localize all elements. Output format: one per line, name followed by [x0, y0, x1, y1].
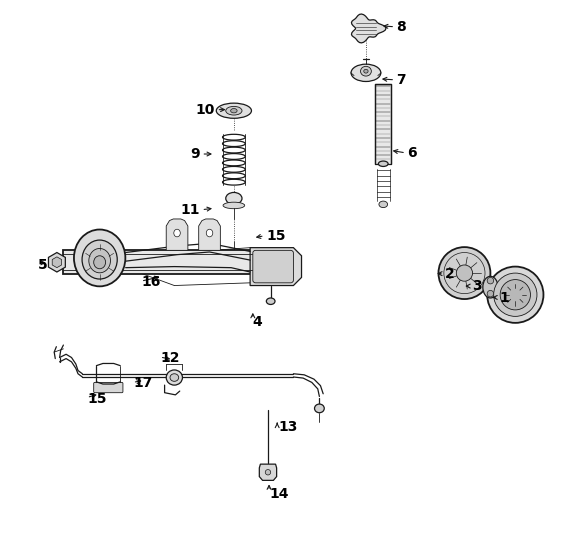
Text: 9: 9	[191, 147, 200, 161]
Polygon shape	[199, 219, 221, 250]
Text: 12: 12	[161, 350, 180, 364]
Text: 8: 8	[396, 20, 406, 34]
Circle shape	[487, 277, 494, 284]
Polygon shape	[63, 250, 275, 274]
Polygon shape	[48, 252, 65, 272]
Ellipse shape	[94, 256, 105, 269]
Text: 16: 16	[142, 275, 161, 289]
Polygon shape	[52, 257, 62, 268]
Circle shape	[438, 247, 490, 299]
Text: 10: 10	[196, 103, 215, 116]
Polygon shape	[250, 248, 301, 286]
Text: 11: 11	[181, 203, 200, 217]
Polygon shape	[351, 14, 386, 43]
Ellipse shape	[89, 249, 111, 273]
Text: 6: 6	[407, 146, 416, 160]
Ellipse shape	[82, 240, 118, 279]
Ellipse shape	[223, 202, 245, 209]
Circle shape	[494, 273, 537, 317]
Ellipse shape	[226, 107, 242, 115]
Text: 14: 14	[269, 487, 289, 501]
Ellipse shape	[266, 469, 271, 475]
Text: 13: 13	[278, 421, 298, 434]
Ellipse shape	[206, 229, 213, 237]
Ellipse shape	[314, 404, 324, 413]
Text: 15: 15	[88, 392, 107, 406]
Ellipse shape	[364, 69, 368, 73]
Ellipse shape	[74, 230, 126, 286]
Ellipse shape	[351, 64, 381, 82]
Circle shape	[456, 265, 472, 281]
Text: 4: 4	[253, 315, 263, 329]
Ellipse shape	[483, 276, 498, 298]
Text: 3: 3	[472, 279, 482, 293]
Polygon shape	[166, 219, 188, 250]
Text: 2: 2	[445, 267, 454, 281]
Ellipse shape	[170, 374, 179, 381]
Circle shape	[487, 267, 544, 323]
Ellipse shape	[378, 161, 388, 166]
FancyBboxPatch shape	[94, 382, 123, 393]
Ellipse shape	[217, 103, 252, 118]
Ellipse shape	[266, 298, 275, 305]
Polygon shape	[259, 464, 276, 480]
FancyBboxPatch shape	[253, 250, 293, 283]
Text: 5: 5	[38, 258, 48, 272]
Ellipse shape	[230, 109, 237, 113]
Circle shape	[500, 280, 530, 310]
Ellipse shape	[226, 193, 242, 205]
Circle shape	[487, 290, 494, 297]
Ellipse shape	[361, 66, 372, 76]
Text: 17: 17	[134, 376, 153, 390]
Text: 1: 1	[499, 291, 509, 305]
Text: 7: 7	[396, 73, 406, 87]
Ellipse shape	[166, 370, 183, 385]
Ellipse shape	[174, 229, 180, 237]
Text: 15: 15	[266, 228, 286, 243]
Polygon shape	[375, 84, 391, 164]
Ellipse shape	[379, 201, 388, 208]
